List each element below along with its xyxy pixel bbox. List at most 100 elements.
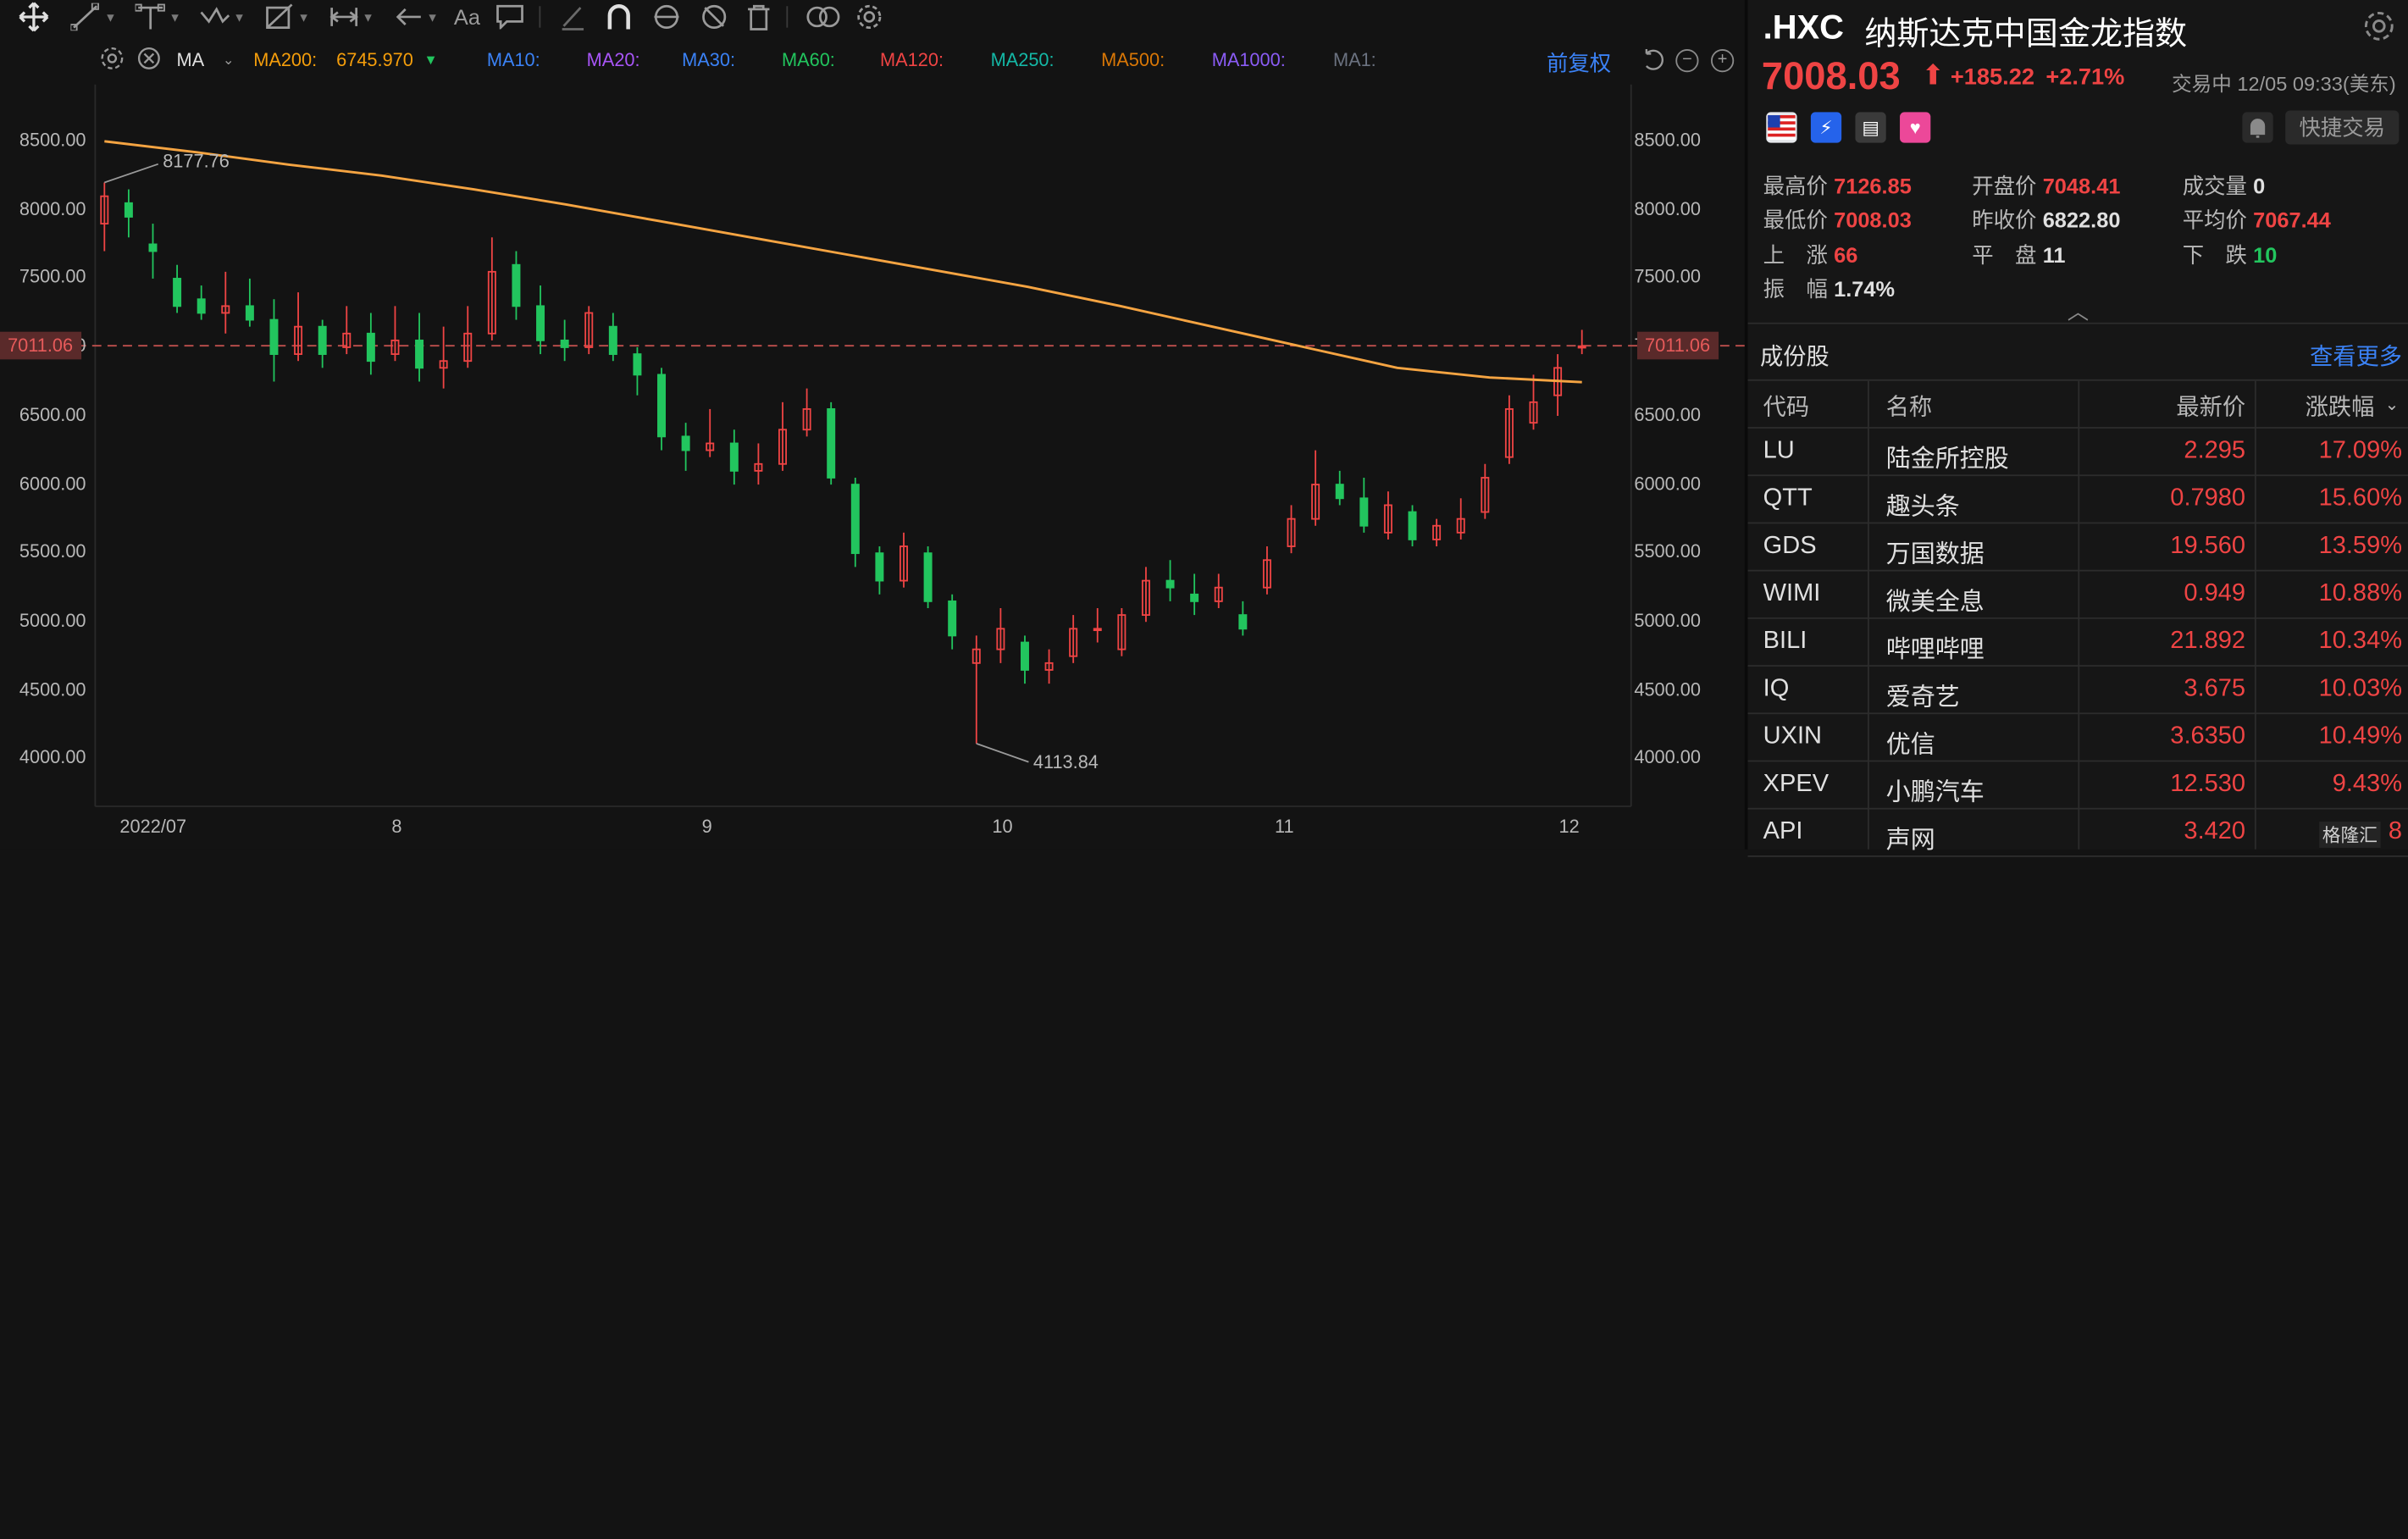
y-tick-label: 4000.00 (1634, 746, 1702, 769)
zoom-in-button[interactable]: + (1711, 49, 1735, 73)
price-adjust-toggle[interactable]: 前复权 (1546, 50, 1612, 75)
indicator-settings[interactable] (100, 46, 125, 75)
candle-body (342, 332, 352, 348)
candle-body (318, 325, 327, 355)
arrow-tool[interactable]: ▼ (392, 0, 439, 34)
header-name[interactable]: 名称 (1885, 395, 1933, 421)
candlestick-chart[interactable]: 8177.76 4113.84 (0, 0, 1745, 850)
y-tick-label: 4500.00 (19, 678, 86, 700)
candle-body (827, 408, 836, 479)
table-row[interactable]: API 声网 3.420 8 (1747, 810, 2408, 857)
candle-body (1190, 593, 1199, 602)
stat-high: 最高价 7126.85 (1763, 170, 1912, 201)
table-row[interactable]: XPEV 小鹏汽车 12.530 9.43% (1747, 761, 2408, 810)
cell-pct: 10.34% (2318, 628, 2403, 655)
stat-unchanged: 平 盘 11 (1972, 240, 2065, 270)
cell-name: 微美全息 (1885, 590, 1985, 617)
components-title: 成份股 (1760, 344, 1830, 371)
candle-body (681, 435, 690, 451)
header-pct[interactable]: 涨跌幅 (2305, 395, 2375, 421)
trendline-icon (70, 3, 99, 31)
trendline-tool[interactable]: ▼ (70, 0, 117, 34)
trash-icon (747, 4, 769, 30)
bell-icon[interactable] (2242, 112, 2273, 143)
table-header: 代码 名称 最新价 涨跌幅 ⌄ (1748, 381, 2408, 427)
chart-settings[interactable] (855, 0, 883, 34)
table-row[interactable]: WIMI 微美全息 0.949 10.88% (1747, 572, 2408, 619)
panel-settings[interactable] (2362, 9, 2396, 51)
chevron-down-icon: ▼ (362, 9, 374, 25)
y-tick-label: 8000.00 (19, 197, 86, 219)
x-tick-label: 12 (1558, 815, 1580, 838)
cell-pct: 13.59% (2318, 533, 2403, 560)
magnet-tool[interactable] (605, 0, 633, 34)
ma60-label: MA60: (781, 49, 835, 71)
table-row[interactable]: IQ 爱奇艺 3.675 10.03% (1747, 667, 2408, 715)
stat-value: 7008.03 (1834, 207, 1912, 232)
candle-body (972, 648, 981, 664)
stat-average: 平均价 7067.44 (2183, 204, 2331, 235)
comment-icon (495, 4, 523, 30)
move-tool[interactable] (19, 0, 49, 34)
candle-body (706, 442, 715, 451)
table-row[interactable]: UXIN 优信 3.6350 10.49% (1747, 714, 2408, 762)
compare-tool[interactable] (805, 0, 839, 34)
comment-tool[interactable] (495, 0, 523, 34)
chevron-down-icon[interactable]: ⌄ (222, 52, 235, 68)
flash-icon[interactable]: ⚡ (1810, 112, 1842, 143)
table-row[interactable]: GDS 万国数据 19.560 13.59% (1747, 523, 2408, 572)
row-divider (1747, 855, 2408, 857)
indicator-name[interactable]: MA (176, 49, 205, 71)
wave-tool[interactable]: ▼ (199, 0, 246, 34)
ma-indicator-bar: MA ⌄ MA200: 6745.970 ▼ MA10: MA20: MA30:… (0, 45, 1745, 79)
trade-status: 交易中 12/05 09:33(美东) (2172, 72, 2396, 96)
stat-value: 6822.80 (2042, 207, 2121, 232)
lock-tool[interactable] (650, 0, 681, 34)
reset-button[interactable] (1641, 47, 1665, 76)
cell-last: 2.295 (2184, 437, 2246, 464)
notes-icon[interactable]: ▤ (1855, 112, 1886, 143)
table-row[interactable]: LU 陆金所控股 2.295 17.09% (1747, 429, 2408, 477)
candle-body (1141, 579, 1150, 617)
candle-body (584, 312, 594, 348)
candle-body (415, 339, 424, 369)
see-more-link[interactable]: 查看更多 (2310, 344, 2403, 371)
magnet-icon (606, 4, 630, 30)
text-tool[interactable]: Aa (453, 4, 480, 30)
last-price: 7008.03 (1761, 55, 1901, 99)
chart-pane[interactable]: 8177.76 4113.84 ▼ ▼ ▼ ▼ ▼ ▼ A (0, 0, 1745, 850)
indicator-close[interactable] (136, 46, 161, 75)
quote-panel: .HXC 纳斯达克中国金龙指数 7008.03 ⬆ +185.22 +2.71%… (1747, 0, 2408, 857)
sort-chevron-icon[interactable]: ⌄ (2384, 396, 2400, 415)
table-row[interactable]: BILI 哔哩哔哩 21.892 10.34% (1747, 619, 2408, 667)
ma200-value: 6745.970 (336, 49, 413, 71)
y-tick-label: 6500.00 (19, 403, 86, 425)
candle-body (1117, 614, 1127, 650)
polyline-tool[interactable]: ▼ (135, 0, 181, 34)
us-flag-icon (1768, 114, 1796, 141)
quick-trade-button[interactable]: 快捷交易 (2285, 110, 2400, 145)
range-tool[interactable]: ▼ (328, 0, 374, 34)
candle-body (729, 442, 739, 472)
zoom-out-button[interactable]: − (1675, 49, 1699, 73)
chevron-up-icon[interactable]: ︿ (2067, 299, 2090, 324)
table-row[interactable]: QTT 趣头条 0.7980 15.60% (1747, 476, 2408, 524)
x-tick-label: 9 (701, 815, 712, 838)
cell-code: WIMI (1763, 580, 1821, 607)
stat-label: 平均价 (2182, 207, 2247, 232)
cell-code: GDS (1763, 533, 1817, 560)
pen-tool[interactable] (558, 0, 586, 34)
delete-tool[interactable] (746, 0, 771, 34)
header-code[interactable]: 代码 (1763, 395, 1810, 421)
pane-divider[interactable] (1744, 0, 1748, 850)
hide-drawings-tool[interactable] (700, 0, 728, 34)
candle-body (850, 484, 860, 555)
heart-icon[interactable]: ♥ (1900, 112, 1931, 143)
cell-pct: 9.43% (2332, 771, 2403, 798)
cell-name: 万国数据 (1885, 542, 1985, 568)
measure-tool[interactable]: ▼ (263, 0, 310, 34)
stat-value: 0 (2253, 173, 2266, 198)
header-last[interactable]: 最新价 (2176, 395, 2246, 421)
candle-body (1432, 524, 1442, 540)
stat-label: 振 幅 (1763, 276, 1828, 302)
